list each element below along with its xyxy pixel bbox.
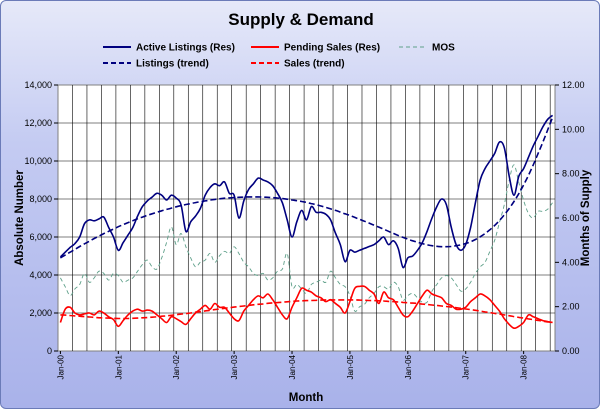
y-tick-label: 14,000 xyxy=(24,80,52,90)
series-line-sales-trend xyxy=(60,299,553,324)
x-tick-label: Jan-08 xyxy=(520,354,529,379)
legend-item-active-listings: Active Listings (Res) xyxy=(103,43,235,54)
legend-label-pending-sales: Pending Sales (Res) xyxy=(284,43,380,54)
legend-item-sales-trend: Sales (trend) xyxy=(251,59,345,70)
y2-tick-label: 8.00 xyxy=(562,169,580,179)
y2-tick-label: 2.00 xyxy=(562,302,580,312)
x-tick-label: Jan-07 xyxy=(462,354,471,379)
y-tick-label: 2,000 xyxy=(29,308,52,318)
x-axis-title: Month xyxy=(289,392,323,404)
y-axis-ticks: 0 2,000 4,000 6,000 8,000 10,000 12,000 14,000 xyxy=(24,80,58,356)
legend-label-active-listings: Active Listings (Res) xyxy=(136,43,235,54)
legend-label-listings-trend: Listings (trend) xyxy=(136,59,209,70)
series-line-active-listings-res xyxy=(59,114,554,269)
y-tick-label: 10,000 xyxy=(24,156,52,166)
y-tick-label: 6,000 xyxy=(29,232,52,242)
x-axis-ticks: Jan-00 Jan-01 Jan-02 Jan-03 Jan-04 Jan-05 Jan-… xyxy=(56,351,529,379)
legend: Active Listings (Res) Pending Sales (Res… xyxy=(103,43,455,70)
y2-axis-ticks: 0.00 2.00 4.00 6.00 8.00 10.00 12.00 xyxy=(555,80,585,356)
x-tick-label: Jan-00 xyxy=(56,354,65,379)
x-tick-label: Jan-05 xyxy=(346,354,355,379)
y-tick-label: 4,000 xyxy=(29,270,52,280)
x-tick-label: Jan-04 xyxy=(288,354,297,379)
y2-tick-label: 4.00 xyxy=(562,257,580,267)
grid-layer xyxy=(58,85,555,351)
x-tick-label: Jan-06 xyxy=(404,354,413,379)
legend-item-mos: MOS xyxy=(399,43,455,54)
series-line-listings-trend xyxy=(59,117,554,259)
series-layer xyxy=(59,114,554,330)
y2-tick-label: 10.00 xyxy=(562,124,585,134)
legend-item-listings-trend: Listings (trend) xyxy=(103,59,209,70)
chart-title: Supply & Demand xyxy=(228,10,373,29)
y-axis-title: Absolute Number xyxy=(14,170,26,266)
x-tick-label: Jan-02 xyxy=(172,354,181,379)
legend-label-mos: MOS xyxy=(432,43,455,54)
x-tick-label: Jan-01 xyxy=(114,354,123,379)
legend-item-pending-sales: Pending Sales (Res) xyxy=(251,43,380,54)
y2-axis-title: Months of Supply xyxy=(580,169,592,266)
y2-tick-label: 12.00 xyxy=(562,80,585,90)
y2-tick-label: 0.00 xyxy=(562,346,580,356)
legend-label-sales-trend: Sales (trend) xyxy=(284,59,345,70)
y2-tick-label: 6.00 xyxy=(562,213,580,223)
series-line-mos xyxy=(60,164,553,312)
series-line-pending-sales-res xyxy=(59,285,553,330)
y-tick-label: 12,000 xyxy=(24,118,52,128)
y-tick-label: 8,000 xyxy=(29,194,52,204)
x-tick-label: Jan-03 xyxy=(230,354,239,379)
y-tick-label: 0 xyxy=(47,346,52,356)
